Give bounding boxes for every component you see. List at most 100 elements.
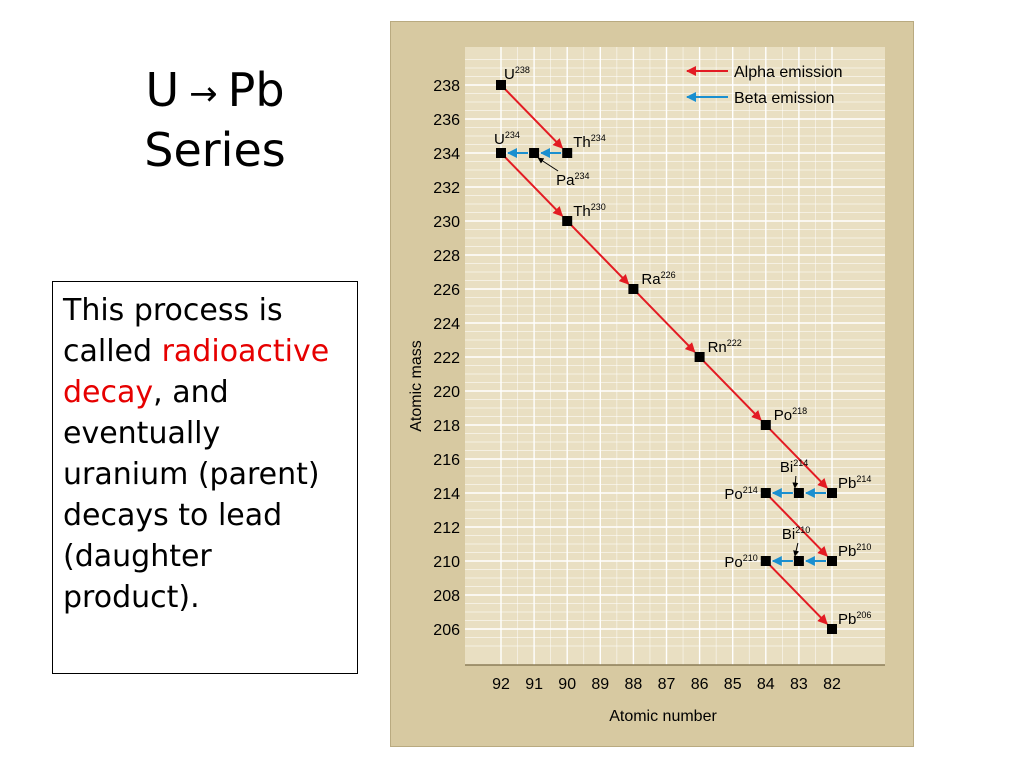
alpha-decay-arrow [636, 292, 696, 353]
nuclide-point [827, 488, 837, 498]
legend-alpha-label: Alpha emission [734, 64, 843, 81]
mass-superscript: 206 [856, 610, 871, 620]
x-tick-label: 89 [591, 676, 609, 693]
y-tick-label: 222 [433, 350, 460, 367]
x-axis-label: Atomic number [609, 708, 717, 725]
plot-area [465, 47, 885, 665]
mass-superscript: 214 [793, 458, 808, 468]
nuclide-label: Bi210 [782, 525, 810, 543]
x-tick-label: 83 [790, 676, 808, 693]
nuclide-label: Po210 [724, 553, 757, 571]
element-symbol: Th [573, 203, 591, 220]
mass-superscript: 226 [661, 270, 676, 280]
y-tick-label: 206 [433, 622, 460, 639]
alpha-decay-arrow [769, 496, 828, 557]
y-tick-label: 214 [433, 486, 460, 503]
x-tick-label: 92 [492, 676, 510, 693]
description-text-end: , and eventually uranium (parent) decays… [63, 375, 320, 615]
x-tick-label: 85 [724, 676, 742, 693]
y-tick-label: 236 [433, 112, 460, 129]
mass-superscript: 210 [795, 525, 810, 535]
title-line-2: Series [144, 122, 286, 177]
nuclide-point [760, 556, 771, 566]
nuclide-point [562, 216, 573, 226]
slide-title: U → Pb Series [60, 62, 370, 178]
decay-series-figure: 206 208 210 212 214 216 218 220 222 224 226 228 230 2… [390, 21, 914, 747]
mass-superscript: 238 [515, 65, 530, 75]
x-tick-label: 88 [625, 676, 643, 693]
nuclide-label: Pa234 [556, 171, 589, 189]
description-textbox: This process is called radioactive decay… [52, 281, 358, 674]
nuclide-label: Rn222 [708, 338, 742, 356]
title-arrow: → [189, 73, 218, 114]
mass-superscript: 234 [591, 133, 606, 143]
label-pointer [537, 157, 559, 172]
alpha-decay-arrow [504, 88, 564, 149]
alpha-decay-arrow [504, 156, 564, 217]
element-symbol: Ra [641, 271, 661, 288]
y-tick-label: 232 [433, 180, 460, 197]
y-tick-label: 216 [433, 452, 460, 469]
y-tick-label: 208 [433, 588, 460, 605]
y-tick-label: 220 [433, 384, 460, 401]
element-symbol: Po [774, 407, 792, 424]
y-axis-label: Atomic mass [408, 340, 425, 432]
element-symbol: Po [724, 486, 742, 503]
y-tick-label: 226 [433, 282, 460, 299]
nuclide-point [496, 148, 506, 158]
y-tick-labels: 206 208 210 212 214 216 218 220 222 224 226 228 230 2… [433, 78, 460, 639]
element-symbol: Pb [838, 543, 856, 560]
nuclide-label: Th234 [573, 133, 606, 151]
y-tick-label: 234 [433, 146, 460, 163]
nuclide-point [628, 284, 639, 294]
description-text-start: This process is called [63, 293, 283, 369]
nuclide-label: Po218 [774, 406, 807, 424]
alpha-decay-arrow [769, 428, 828, 489]
x-tick-label: 87 [658, 676, 676, 693]
y-tick-label: 210 [433, 554, 460, 571]
element-symbol: Bi [780, 459, 793, 476]
nuclide-label: U234 [494, 130, 520, 148]
nuclide-point [694, 352, 705, 362]
nuclide-point [827, 556, 837, 566]
element-symbol: Po [724, 554, 742, 571]
y-tick-label: 218 [433, 418, 460, 435]
element-symbol: Rn [708, 339, 727, 356]
y-tick-label: 230 [433, 214, 460, 231]
x-tick-label: 90 [558, 676, 576, 693]
element-symbol: U [494, 131, 505, 148]
y-tick-label: 212 [433, 520, 460, 537]
mass-superscript: 230 [591, 202, 606, 212]
x-tick-labels: 92 91 90 89 88 87 86 85 84 83 82 [492, 676, 841, 693]
nuclide-label: Bi214 [780, 458, 808, 476]
y-tick-label: 228 [433, 248, 460, 265]
legend: Alpha emission Beta emission [686, 64, 843, 107]
x-tick-label: 91 [525, 676, 543, 693]
nuclide-label: U238 [504, 65, 530, 83]
decay-arrows [504, 88, 828, 625]
nuclide-point [760, 420, 771, 430]
nuclide-point [760, 488, 771, 498]
element-symbol: Pb [838, 611, 856, 628]
title-line-1: U → Pb [60, 62, 370, 122]
nuclide-label: Po214 [724, 485, 757, 503]
element-symbol: Bi [782, 526, 795, 543]
title-uranium: U [145, 63, 180, 117]
mass-superscript: 234 [505, 130, 520, 140]
nuclide-point [827, 624, 837, 634]
mass-superscript: 214 [856, 474, 871, 484]
nuclide-point [529, 148, 540, 158]
mass-superscript: 222 [727, 338, 742, 348]
alpha-decay-arrow [769, 564, 828, 625]
alpha-decay-arrow [703, 360, 762, 421]
y-tick-label: 224 [433, 316, 460, 333]
mass-superscript: 210 [743, 553, 758, 563]
x-tick-label: 82 [823, 676, 841, 693]
x-tick-label: 84 [757, 676, 775, 693]
description-highlight: radioactive decay [63, 334, 330, 410]
element-symbol: U [504, 66, 515, 83]
element-symbol: Th [573, 134, 591, 151]
nuclide-point [793, 556, 804, 566]
legend-beta-label: Beta emission [734, 90, 835, 107]
mass-superscript: 210 [856, 542, 871, 552]
